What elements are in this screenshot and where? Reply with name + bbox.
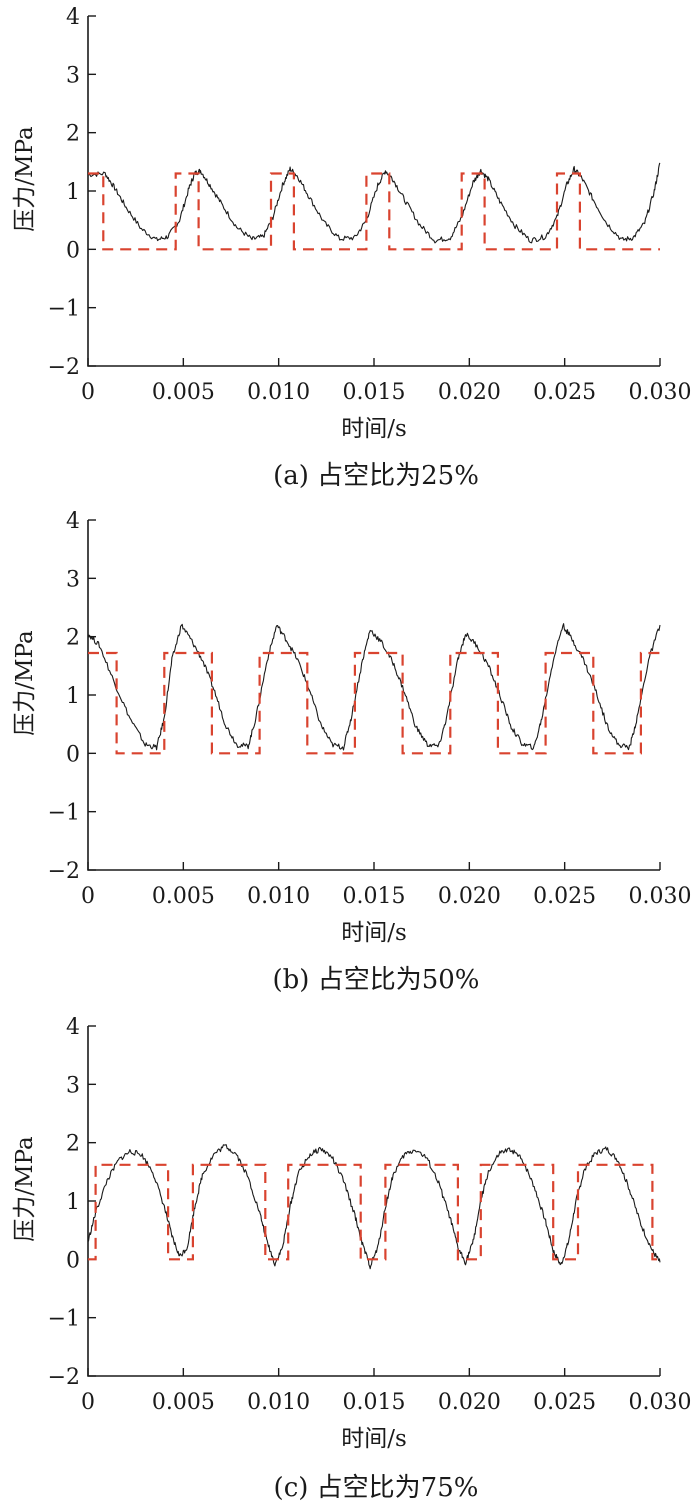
y-axis-title: 压力/MPa bbox=[12, 630, 38, 736]
measured-pressure-series bbox=[87, 162, 661, 244]
x-tick-label: 0.030 bbox=[629, 1390, 692, 1415]
x-tick-label: 0.025 bbox=[533, 884, 596, 909]
axis-lines bbox=[87, 520, 660, 871]
x-tick-label: 0.030 bbox=[629, 380, 692, 405]
y-tick-label: 2 bbox=[66, 122, 80, 147]
y-tick-label: 2 bbox=[66, 626, 80, 651]
y-axis-title: 压力/MPa bbox=[12, 1136, 38, 1242]
y-tick-label: 4 bbox=[66, 5, 80, 30]
panel-caption: (b) 占空比为50% bbox=[273, 965, 480, 995]
x-axis-title: 时间/s bbox=[341, 416, 407, 442]
x-tick-label: 0.015 bbox=[343, 1390, 406, 1415]
x-tick-label: 0.025 bbox=[533, 1390, 596, 1415]
y-tick-label: 3 bbox=[66, 63, 80, 88]
measured-pressure-series bbox=[87, 623, 661, 751]
y-tick-label: 3 bbox=[66, 1073, 80, 1098]
y-tick-label: 3 bbox=[66, 567, 80, 592]
y-tick-label: −2 bbox=[48, 355, 80, 380]
x-axis-title: 时间/s bbox=[341, 1426, 407, 1452]
chart-panel-1: −2 −1 0 1 2 3 4 0 0.005 0.010 0.015 0.020 0.025 0.030… bbox=[12, 5, 691, 491]
x-tick-label: 0.025 bbox=[533, 380, 596, 405]
x-tick-label: 0.020 bbox=[438, 884, 501, 909]
x-tick-label: 0.020 bbox=[438, 380, 501, 405]
y-tick-label: 2 bbox=[66, 1132, 80, 1157]
y-tick-label: −1 bbox=[48, 297, 80, 322]
y-tick-label: 1 bbox=[66, 1190, 80, 1215]
y-tick-label: 1 bbox=[66, 684, 80, 709]
axis-lines bbox=[87, 16, 660, 367]
x-tick-label: 0 bbox=[81, 1390, 95, 1415]
y-tick-label: −2 bbox=[48, 1365, 80, 1390]
y-tick-label: 0 bbox=[66, 742, 80, 767]
chart-panel-2: −2 −1 0 1 2 3 4 0 0.005 0.010 0.015 0.020 0.025 0.030… bbox=[12, 509, 691, 995]
y-tick-label: 0 bbox=[66, 238, 80, 263]
y-tick-label: 1 bbox=[66, 180, 80, 205]
x-tick-label: 0.015 bbox=[343, 380, 406, 405]
y-axis-title: 压力/MPa bbox=[12, 126, 38, 232]
y-tick-label: 4 bbox=[66, 509, 80, 534]
x-tick-label: 0 bbox=[81, 884, 95, 909]
panel-caption: (a) 占空比为25% bbox=[273, 461, 479, 491]
y-tick-label: −1 bbox=[48, 1307, 80, 1332]
x-tick-label: 0.030 bbox=[629, 884, 692, 909]
chart-panel-3: −2 −1 0 1 2 3 4 0 0.005 0.010 0.015 0.020 0.025 0.030… bbox=[12, 1015, 691, 1503]
axis-lines bbox=[87, 1026, 660, 1377]
x-tick-label: 0 bbox=[81, 380, 95, 405]
x-tick-label: 0.005 bbox=[152, 884, 215, 909]
x-tick-label: 0.010 bbox=[247, 884, 310, 909]
y-tick-label: 4 bbox=[66, 1015, 80, 1040]
x-tick-label: 0.010 bbox=[247, 1390, 310, 1415]
y-tick-label: −1 bbox=[48, 801, 80, 826]
x-axis-title: 时间/s bbox=[341, 920, 407, 946]
y-tick-label: −2 bbox=[48, 859, 80, 884]
command-signal-series bbox=[88, 1163, 660, 1261]
x-tick-label: 0.005 bbox=[152, 380, 215, 405]
command-signal-series bbox=[88, 172, 660, 251]
panel-caption: (c) 占空比为75% bbox=[274, 1473, 479, 1503]
x-tick-label: 0.005 bbox=[152, 1390, 215, 1415]
x-tick-label: 0.020 bbox=[438, 1390, 501, 1415]
x-tick-label: 0.015 bbox=[343, 884, 406, 909]
x-tick-label: 0.010 bbox=[247, 380, 310, 405]
command-signal-series bbox=[88, 651, 660, 755]
y-tick-label: 0 bbox=[66, 1248, 80, 1273]
measured-pressure-series bbox=[87, 1144, 661, 1270]
